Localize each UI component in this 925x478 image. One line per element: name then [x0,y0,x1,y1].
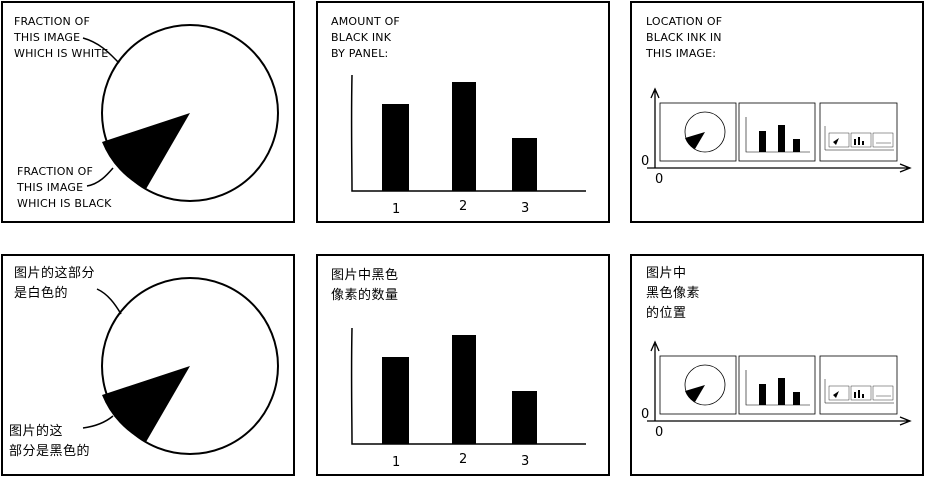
pie-panel-chinese: 图片的这部分 是白色的 图片的这 部分是黑色的 [1,254,295,476]
pie-black-leader [82,415,114,429]
bar-1 [382,357,409,444]
location-x-axis [647,163,912,173]
pie-white-leader [82,37,120,64]
bar-3 [512,391,537,444]
location-plot-chinese [647,340,912,426]
mini-comic [659,102,898,162]
bar-title: 图片中黑色 像素的数量 [331,268,399,303]
bar-2 [452,335,476,444]
bar-tick-2: 2 [459,452,468,467]
location-zero-x: 0 [655,425,664,440]
pie-chart-english [82,24,279,202]
bar-chart-english [350,74,586,192]
bar-panel-chinese: 图片中黑色 像素的数量 1 2 3 [316,254,610,476]
location-title: LOCATION OF BLACK INK IN THIS IMAGE: [646,15,723,60]
location-plot-english [647,87,912,173]
bar-tick-3: 3 [521,454,530,469]
bar-title: AMOUNT OF BLACK INK BY PANEL: [331,15,400,60]
bar-axes [350,74,586,192]
location-zero-y: 0 [641,407,650,422]
bar-axes [350,327,586,445]
bar-tick-1: 1 [392,202,401,217]
bar-tick-3: 3 [521,201,530,216]
pie-panel-english: FRACTION OF THIS IMAGE WHICH IS WHITE FR… [1,1,295,223]
pie-white-label: 图片的这部分 是白色的 [14,266,96,301]
location-zero-x: 0 [655,172,664,187]
pie-white-label: FRACTION OF THIS IMAGE WHICH IS WHITE [14,15,109,60]
bar-1 [382,104,409,191]
location-panel-chinese: 图片中 黑色像素 的位置 0 0 [630,254,924,476]
location-zero-y: 0 [641,154,650,169]
location-y-axis [650,87,660,168]
pie-white-leader [96,288,122,315]
bar-tick-2: 2 [459,199,468,214]
location-title: 图片中 黑色像素 的位置 [646,266,701,321]
pie-black-slice [102,113,190,189]
mini-comic [659,355,898,415]
pie-black-label: FRACTION OF THIS IMAGE WHICH IS BLACK [17,165,112,210]
pie-black-leader [86,167,114,187]
pie-chart-chinese [82,277,279,455]
bar-2 [452,82,476,191]
bar-tick-1: 1 [392,455,401,470]
location-y-axis [650,340,660,421]
bar-3 [512,138,537,191]
pie-black-label: 图片的这 部分是黑色的 [9,424,91,459]
bar-chart-chinese [350,327,586,445]
pie-black-slice [102,366,190,442]
location-x-axis [647,416,912,426]
bar-panel-english: AMOUNT OF BLACK INK BY PANEL: 1 2 3 [316,1,610,223]
location-panel-english: LOCATION OF BLACK INK IN THIS IMAGE: 0 0 [630,1,924,223]
